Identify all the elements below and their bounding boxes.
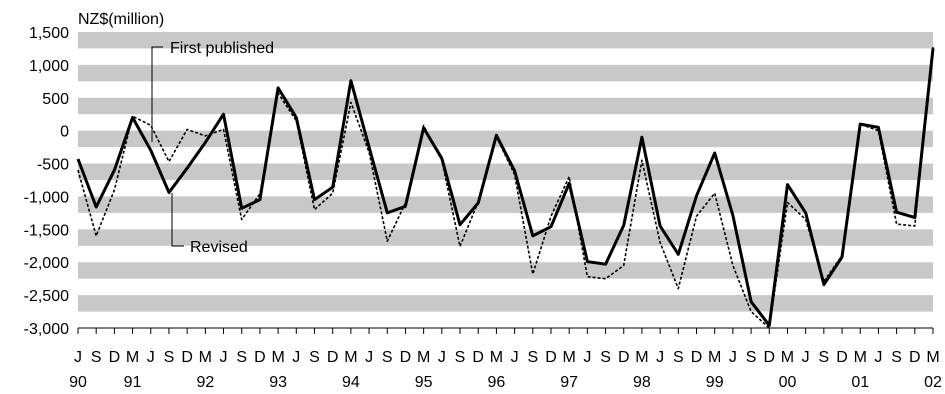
year-label: 94 — [342, 374, 360, 391]
x-tick-label: D — [400, 349, 412, 366]
x-tick-label: J — [365, 349, 373, 366]
x-tick-label: D — [181, 349, 193, 366]
y-tick-label: -500 — [37, 157, 69, 174]
x-tick-label: S — [455, 349, 466, 366]
x-tick-label: S — [673, 349, 684, 366]
y-tick-label: 0 — [60, 124, 69, 141]
x-tick-label: M — [854, 349, 867, 366]
year-label: 93 — [269, 374, 287, 391]
x-tick-label: M — [417, 349, 430, 366]
y-axis: 1,500 1,000 500 0 -500 -1,000 -1,500 -2,000 -2,5… — [24, 25, 69, 338]
y-tick-label: -2,500 — [24, 288, 69, 305]
year-label: 95 — [415, 374, 433, 391]
band — [78, 262, 933, 279]
x-tick-label: J — [74, 349, 82, 366]
x-tick-label: S — [164, 349, 175, 366]
x-tick-label: D — [836, 349, 848, 366]
x-tick-label: M — [708, 349, 721, 366]
year-label: 92 — [196, 374, 214, 391]
x-tick-label: J — [802, 349, 810, 366]
x-tick-label: D — [691, 349, 703, 366]
year-label: 00 — [779, 374, 797, 391]
x-tick-label: M — [271, 349, 284, 366]
annotations: First published Revised — [151, 40, 274, 256]
x-tick-label: M — [490, 349, 503, 366]
x-tick-label: M — [126, 349, 139, 366]
x-tick-label: J — [656, 349, 664, 366]
year-label: 01 — [851, 374, 869, 391]
series — [76, 47, 935, 329]
y-tick-label: -3,000 — [24, 321, 69, 338]
x-tick-label: S — [309, 349, 320, 366]
band — [78, 229, 933, 246]
x-tick-label: D — [545, 349, 557, 366]
x-tick-label: J — [583, 349, 591, 366]
x-tick-label: S — [746, 349, 757, 366]
x-tick-label: J — [511, 349, 519, 366]
band — [78, 32, 933, 49]
band — [78, 64, 933, 82]
x-tick-label: M — [635, 349, 648, 366]
year-label: 97 — [560, 374, 578, 391]
y-tick-label: 1,000 — [29, 58, 69, 75]
x-tick-label: M — [926, 349, 939, 366]
x-tick-label: D — [109, 349, 121, 366]
x-tick-label: M — [781, 349, 794, 366]
band — [78, 97, 933, 115]
year-label: 02 — [924, 374, 942, 391]
series-line-first-published — [77, 47, 934, 329]
x-tick-label: D — [618, 349, 630, 366]
annotation-revised: Revised — [190, 239, 248, 256]
band — [78, 130, 933, 148]
x-tick-label: J — [147, 349, 155, 366]
x-tick-label: J — [729, 349, 737, 366]
annotation-leader-first-published — [151, 46, 163, 142]
x-tick-label: S — [91, 349, 102, 366]
x-tick-label: J — [220, 349, 228, 366]
annotation-leader-revised — [171, 193, 184, 247]
x-tick-label: S — [891, 349, 902, 366]
x-tick-label: M — [344, 349, 357, 366]
x-tick-label: S — [382, 349, 393, 366]
annotation-first-published: First published — [170, 40, 274, 57]
y-tick-label: 1,500 — [29, 25, 69, 42]
y-axis-label: NZ$(million) — [78, 11, 164, 28]
year-label: 96 — [488, 374, 506, 391]
x-tick-label: S — [527, 349, 538, 366]
year-label: 91 — [124, 374, 142, 391]
series-line-revised — [76, 48, 935, 327]
x-tick-label: D — [763, 349, 775, 366]
x-tick-label: J — [292, 349, 300, 366]
band — [78, 295, 933, 312]
y-tick-label: 500 — [42, 91, 69, 108]
y-tick-label: -2,000 — [24, 255, 69, 272]
y-tick-label: -1,000 — [24, 189, 69, 206]
x-tick-label: J — [438, 349, 446, 366]
y-tick-label: -1,500 — [24, 222, 69, 239]
x-tick-label: D — [254, 349, 266, 366]
x-tick-label: S — [236, 349, 247, 366]
band — [78, 163, 933, 180]
x-tick-label: D — [909, 349, 921, 366]
x-tick-label: S — [819, 349, 830, 366]
x-tick-label: M — [199, 349, 212, 366]
year-label: 98 — [633, 374, 651, 391]
year-label: 99 — [706, 374, 724, 391]
x-tick-label: D — [472, 349, 484, 366]
x-tick-label: D — [327, 349, 339, 366]
x-tick-label: M — [563, 349, 576, 366]
x-tick-label: J — [874, 349, 882, 366]
x-tick-label: S — [600, 349, 611, 366]
background-bands — [78, 32, 933, 312]
year-label: 90 — [69, 374, 87, 391]
